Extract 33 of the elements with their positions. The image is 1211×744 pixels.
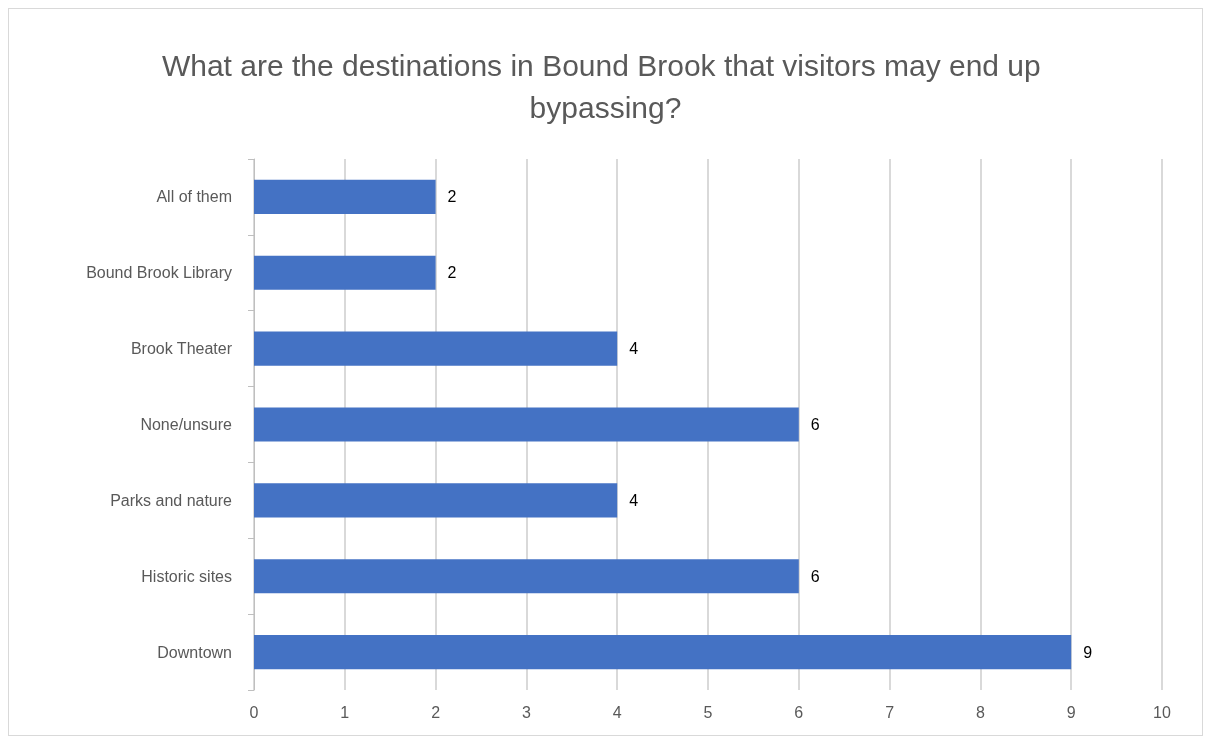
data-label: 4	[629, 491, 639, 509]
data-label: 6	[810, 416, 820, 433]
x-tick-label: 0	[249, 703, 259, 721]
x-tick-label: 10	[1153, 703, 1171, 721]
y-tick-label: None/unsure	[140, 416, 233, 433]
x-tick-label: 4	[612, 703, 622, 721]
y-tick-label: All of them	[156, 188, 232, 206]
y-tick-label: Downtown	[157, 643, 232, 661]
data-label: 6	[810, 567, 820, 585]
data-label: 2	[447, 264, 457, 282]
chart-title: What are the destinations in Bound Brook that visitors may end up bypassing?	[161, 48, 1050, 124]
x-tick-label: 7	[885, 703, 895, 721]
data-label: 4	[629, 340, 639, 358]
y-tick-label: Bound Brook Library	[86, 264, 232, 282]
y-tick-label: Historic sites	[141, 567, 232, 585]
x-tick-label: 3	[521, 703, 531, 721]
bar	[254, 559, 799, 594]
bar	[254, 483, 618, 518]
x-tick-label: 6	[794, 703, 804, 721]
bar	[254, 255, 436, 290]
y-tick-label: Brook Theater	[130, 340, 233, 358]
x-tick-label: 1	[340, 703, 350, 721]
x-tick-label: 9	[1066, 703, 1076, 721]
bar	[254, 407, 799, 442]
x-tick-label: 8	[975, 703, 985, 721]
data-label: 2	[447, 188, 457, 206]
bar	[254, 635, 1072, 670]
x-tick-label: 5	[703, 703, 713, 721]
data-label: 9	[1083, 643, 1093, 661]
x-tick-label: 2	[431, 703, 441, 721]
y-tick-label: Parks and nature	[110, 491, 233, 509]
bar	[254, 179, 436, 214]
bar	[254, 331, 618, 366]
